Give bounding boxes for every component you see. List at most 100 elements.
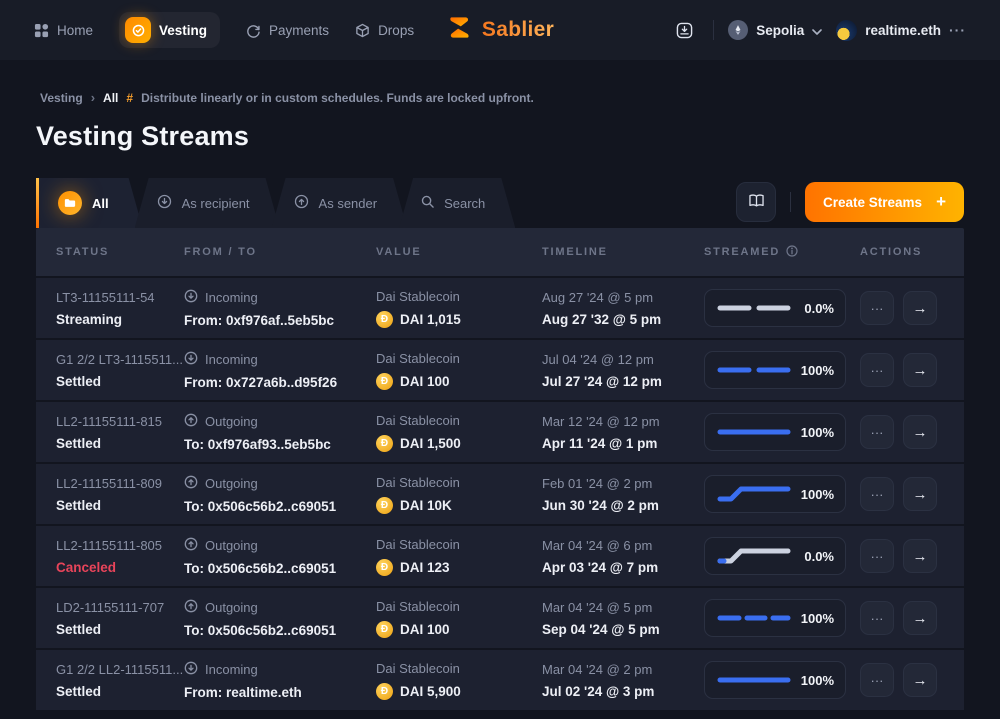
divider bbox=[713, 20, 715, 40]
row-more-button[interactable]: ··· bbox=[860, 353, 894, 387]
counterparty-address: To: 0x506c56b2..c69051 bbox=[184, 622, 337, 638]
row-open-button[interactable]: → bbox=[903, 353, 937, 387]
tab-search[interactable]: Search bbox=[399, 178, 515, 228]
dai-token-icon: Đ bbox=[376, 558, 393, 576]
table-row[interactable]: LL2-11155111-809 Settled Outgoing To: 0x… bbox=[36, 462, 964, 524]
status-cell: LL2-11155111-815 Settled bbox=[56, 414, 184, 451]
info-icon[interactable] bbox=[786, 244, 798, 260]
streamed-cell: 100% bbox=[704, 413, 860, 451]
breadcrumb-separator: › bbox=[90, 90, 96, 105]
nav-item-vesting[interactable]: Vesting bbox=[119, 12, 221, 48]
dai-token-icon: Đ bbox=[376, 372, 393, 390]
nav-item-home[interactable]: Home bbox=[34, 23, 93, 38]
stream-status: Streaming bbox=[56, 311, 123, 327]
token-name: Dai Stablecoin bbox=[376, 536, 460, 552]
token-name: Dai Stablecoin bbox=[376, 350, 460, 366]
table-row[interactable]: LL2-11155111-805 Canceled Outgoing To: 0… bbox=[36, 524, 964, 586]
table-row[interactable]: LD2-11155111-707 Settled Outgoing To: 0x… bbox=[36, 586, 964, 648]
nav-item-payments[interactable]: Payments bbox=[246, 23, 329, 38]
header-status: STATUS bbox=[56, 246, 110, 258]
breadcrumb-current: All bbox=[103, 90, 119, 105]
streamed-cell: 100% bbox=[704, 661, 860, 699]
inbox-icon[interactable] bbox=[669, 15, 699, 45]
status-cell: G1 2/2 LT3-1115511... Settled bbox=[56, 352, 184, 389]
nav-item-drops[interactable]: Drops bbox=[355, 23, 414, 38]
dai-token-icon: Đ bbox=[376, 682, 393, 700]
row-open-button[interactable]: → bbox=[903, 415, 937, 449]
network-name: Sepolia bbox=[756, 22, 805, 38]
brand[interactable]: Sablier bbox=[446, 14, 554, 46]
row-open-button[interactable]: → bbox=[903, 539, 937, 573]
token-name: Dai Stablecoin bbox=[376, 288, 460, 304]
actions-cell: ··· → bbox=[860, 415, 964, 449]
account-name: realtime.eth bbox=[865, 22, 941, 38]
row-more-button[interactable]: ··· bbox=[860, 601, 894, 635]
row-open-button[interactable]: → bbox=[903, 601, 937, 635]
row-open-button[interactable]: → bbox=[903, 291, 937, 325]
dai-token-icon: Đ bbox=[376, 434, 393, 452]
actions-cell: ··· → bbox=[860, 353, 964, 387]
streamed-percent: 100% bbox=[800, 362, 834, 378]
actions-cell: ··· → bbox=[860, 601, 964, 635]
counterparty-address: From: realtime.eth bbox=[184, 684, 302, 700]
tab-label: As sender bbox=[318, 195, 378, 211]
stream-id: LD2-11155111-707 bbox=[56, 599, 165, 615]
stream-id: G1 2/2 LT3-1115511... bbox=[56, 351, 183, 367]
token-name: Dai Stablecoin bbox=[376, 474, 460, 490]
table-header: STATUS FROM / TO VALUE TIMELINE STREAMED… bbox=[36, 228, 964, 276]
timeline-cell: Mar 04 '24 @ 6 pm Apr 03 '24 @ 7 pm bbox=[542, 538, 704, 575]
tab-all[interactable]: All bbox=[36, 178, 143, 228]
stream-status: Settled bbox=[56, 435, 102, 451]
dai-token-icon: Đ bbox=[376, 620, 393, 638]
table-row[interactable]: LL2-11155111-815 Settled Outgoing To: 0x… bbox=[36, 400, 964, 462]
actions-cell: ··· → bbox=[860, 539, 964, 573]
stream-id: LL2-11155111-805 bbox=[56, 537, 163, 553]
counterparty-address: From: 0x727a6b..d95f26 bbox=[184, 374, 338, 390]
counterparty-address: From: 0xf976af..5eb5bc bbox=[184, 312, 335, 328]
direction-icon bbox=[184, 537, 198, 554]
table-row[interactable]: G1 2/2 LT3-1115511... Settled Incoming F… bbox=[36, 338, 964, 400]
row-more-button[interactable]: ··· bbox=[860, 539, 894, 573]
toolbar-right: Create Streams + bbox=[736, 182, 964, 228]
status-cell: LD2-11155111-707 Settled bbox=[56, 600, 184, 637]
shield-check-icon bbox=[125, 17, 152, 43]
timeline-cell: Mar 12 '24 @ 12 pm Apr 11 '24 @ 1 pm bbox=[542, 414, 704, 451]
streamed-cell: 100% bbox=[704, 475, 860, 513]
divider bbox=[790, 192, 791, 212]
docs-book-button[interactable] bbox=[736, 182, 776, 222]
actions-cell: ··· → bbox=[860, 477, 964, 511]
row-more-button[interactable]: ··· bbox=[860, 663, 894, 697]
from-to-cell: Outgoing To: 0x506c56b2..c69051 bbox=[184, 599, 376, 638]
value-cell: Dai Stablecoin Đ DAI 100 bbox=[376, 599, 542, 638]
row-open-button[interactable]: → bbox=[903, 477, 937, 511]
streamed-progress: 100% bbox=[704, 599, 846, 637]
nav-label: Payments bbox=[269, 22, 330, 38]
streamed-percent: 100% bbox=[800, 610, 834, 626]
token-amount: DAI 123 bbox=[400, 559, 450, 575]
account-menu[interactable]: realtime.eth ··· bbox=[836, 19, 966, 41]
topbar: Home Vesting Payments bbox=[0, 0, 1000, 60]
streamed-percent: 0.0% bbox=[804, 300, 834, 316]
status-cell: G1 2/2 LL2-1115511... Settled bbox=[56, 662, 184, 699]
streamed-cell: 100% bbox=[704, 599, 860, 637]
row-more-button[interactable]: ··· bbox=[860, 415, 894, 449]
header-value: VALUE bbox=[376, 246, 422, 258]
network-selector[interactable]: Sepolia bbox=[728, 20, 823, 40]
row-more-button[interactable]: ··· bbox=[860, 291, 894, 325]
direction-icon bbox=[184, 351, 198, 368]
tab-as-sender[interactable]: As sender bbox=[272, 178, 408, 228]
book-icon bbox=[748, 194, 765, 211]
row-open-button[interactable]: → bbox=[903, 663, 937, 697]
tab-strip: All As recipient As sender bbox=[36, 178, 515, 228]
timeline-cell: Jul 04 '24 @ 12 pm Jul 27 '24 @ 12 pm bbox=[542, 352, 704, 389]
row-more-button[interactable]: ··· bbox=[860, 477, 894, 511]
table-row[interactable]: G1 2/2 LL2-1115511... Settled Incoming F… bbox=[36, 648, 964, 710]
breadcrumb-root[interactable]: Vesting bbox=[40, 90, 83, 105]
token-amount: DAI 5,900 bbox=[400, 683, 461, 699]
tab-as-recipient[interactable]: As recipient bbox=[135, 178, 280, 228]
create-streams-button[interactable]: Create Streams + bbox=[805, 182, 964, 222]
table-row[interactable]: LT3-11155111-54 Streaming Incoming From:… bbox=[36, 276, 964, 338]
avatar bbox=[836, 19, 858, 41]
direction-label: Incoming bbox=[205, 289, 258, 305]
progress-sparkline bbox=[716, 608, 792, 628]
